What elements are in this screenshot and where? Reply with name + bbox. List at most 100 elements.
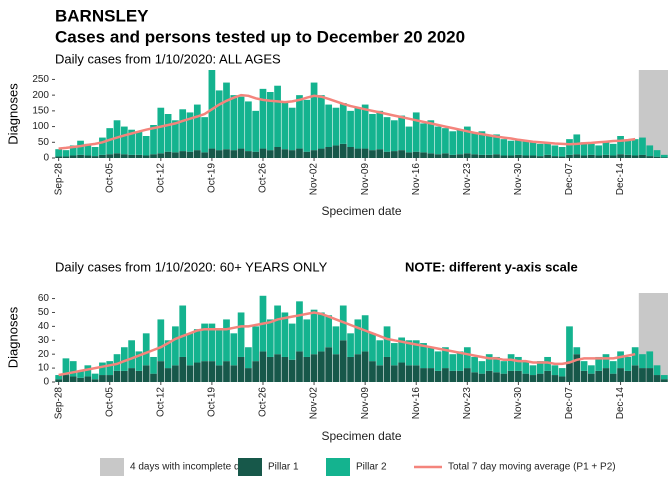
bar	[274, 85, 281, 147]
bar	[266, 319, 274, 357]
bar	[157, 153, 165, 158]
bar	[332, 107, 340, 146]
bar	[201, 117, 208, 153]
bar	[573, 354, 581, 382]
x-tick-label: Nov-16	[411, 163, 422, 196]
bar	[361, 315, 369, 352]
bar	[237, 148, 245, 158]
bar	[135, 131, 143, 155]
bar	[128, 129, 135, 155]
bar	[172, 120, 179, 153]
bar	[106, 361, 114, 376]
bar	[55, 149, 63, 157]
bar	[500, 139, 508, 156]
bar	[471, 132, 478, 155]
x-tick-label: Nov-23	[462, 163, 473, 196]
y-tick-label: 50	[38, 137, 50, 148]
bar	[164, 340, 172, 369]
bar	[463, 153, 471, 158]
bar	[449, 154, 457, 158]
bar	[164, 368, 172, 382]
bar	[478, 361, 486, 374]
bar	[172, 365, 179, 382]
bar	[493, 154, 500, 158]
bar	[515, 154, 522, 158]
y-tick-label: 40	[38, 321, 50, 332]
bar	[405, 340, 413, 366]
x-tick-label: Dec-14	[615, 163, 626, 196]
panel-title: Daily cases from 1/10/2020: ALL AGES	[55, 51, 281, 66]
bar	[69, 361, 77, 377]
bar	[135, 370, 143, 382]
bar	[120, 370, 128, 382]
bar	[660, 154, 668, 158]
bar	[91, 379, 99, 382]
bar	[106, 128, 114, 155]
bar	[62, 156, 70, 158]
bar	[398, 337, 405, 363]
bar	[347, 147, 354, 158]
bar	[99, 375, 106, 382]
bar	[536, 143, 544, 157]
bar	[281, 103, 289, 150]
bar	[558, 376, 566, 382]
bar	[522, 361, 530, 374]
bar	[609, 155, 617, 158]
bar	[186, 365, 194, 382]
bar	[266, 150, 274, 158]
x-tick-label: Oct-19	[207, 163, 218, 193]
bar	[493, 356, 500, 373]
x-tick-label: Nov-30	[513, 387, 524, 420]
bar	[617, 154, 624, 158]
bar	[639, 354, 646, 369]
bar	[507, 354, 515, 371]
bar	[354, 107, 362, 149]
bar	[566, 326, 573, 362]
bar	[558, 368, 566, 377]
bar	[551, 156, 559, 158]
bar	[566, 139, 573, 155]
bar	[99, 154, 106, 158]
bar	[281, 149, 289, 158]
bar	[602, 154, 610, 158]
bar	[325, 147, 333, 158]
bar	[544, 142, 551, 155]
bar	[55, 379, 63, 382]
bar	[113, 153, 121, 158]
bar	[281, 312, 289, 357]
bar	[296, 148, 303, 158]
x-axis-label: Specimen date	[321, 429, 401, 443]
bar	[325, 347, 333, 382]
bar	[150, 125, 157, 155]
bar	[398, 362, 405, 382]
bar	[288, 107, 296, 151]
bar	[310, 309, 318, 355]
bar	[529, 365, 537, 376]
bar	[157, 319, 165, 362]
bar	[252, 361, 260, 382]
bar	[500, 361, 508, 374]
bar	[223, 361, 230, 382]
bar	[602, 354, 610, 369]
bar	[318, 351, 325, 382]
bar	[390, 365, 398, 382]
bar	[237, 312, 245, 357]
bar	[646, 368, 654, 382]
bar	[624, 140, 632, 155]
bar	[84, 365, 92, 377]
bar	[369, 333, 376, 362]
bar	[193, 362, 201, 382]
bar	[536, 156, 544, 158]
bar	[150, 373, 157, 382]
bar	[580, 142, 588, 156]
bar	[288, 323, 296, 360]
bar	[588, 143, 595, 155]
bar	[339, 143, 347, 158]
bar	[639, 154, 646, 158]
bar	[420, 123, 427, 153]
bar	[157, 361, 165, 382]
bar	[398, 115, 405, 151]
bar	[369, 150, 376, 158]
bar	[383, 151, 391, 158]
bar	[84, 376, 92, 382]
